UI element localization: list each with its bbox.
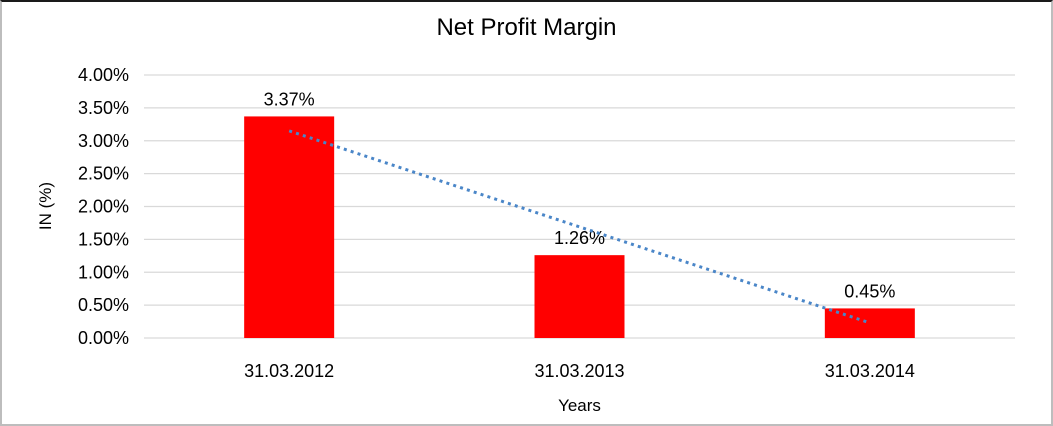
- y-tick-label: 3.50%: [78, 98, 129, 118]
- y-tick-label: 1.50%: [78, 229, 129, 249]
- bar-data-label: 3.37%: [264, 89, 315, 109]
- x-tick-label: 31.03.2012: [244, 361, 334, 381]
- y-axis-title: IN (%): [36, 181, 55, 231]
- bar: [824, 308, 915, 338]
- y-tick-label: 2.50%: [78, 164, 129, 184]
- bar: [534, 255, 625, 338]
- y-tick-label: 4.00%: [78, 65, 129, 85]
- bar-data-label: 0.45%: [844, 281, 895, 301]
- y-tick-label: 2.00%: [78, 197, 129, 217]
- y-tick-label: 0.00%: [78, 328, 129, 348]
- y-tick-label: 1.00%: [78, 262, 129, 282]
- bar-data-label: 1.26%: [554, 228, 605, 248]
- bar: [244, 116, 335, 338]
- x-axis-title: Years: [558, 396, 601, 415]
- x-tick-label: 31.03.2014: [825, 361, 915, 381]
- trendline: [288, 129, 871, 325]
- y-tick-label: 0.50%: [78, 295, 129, 315]
- y-tick-label: 3.00%: [78, 131, 129, 151]
- chart-title: Net Profit Margin: [436, 14, 617, 41]
- x-tick-label: 31.03.2013: [534, 361, 624, 381]
